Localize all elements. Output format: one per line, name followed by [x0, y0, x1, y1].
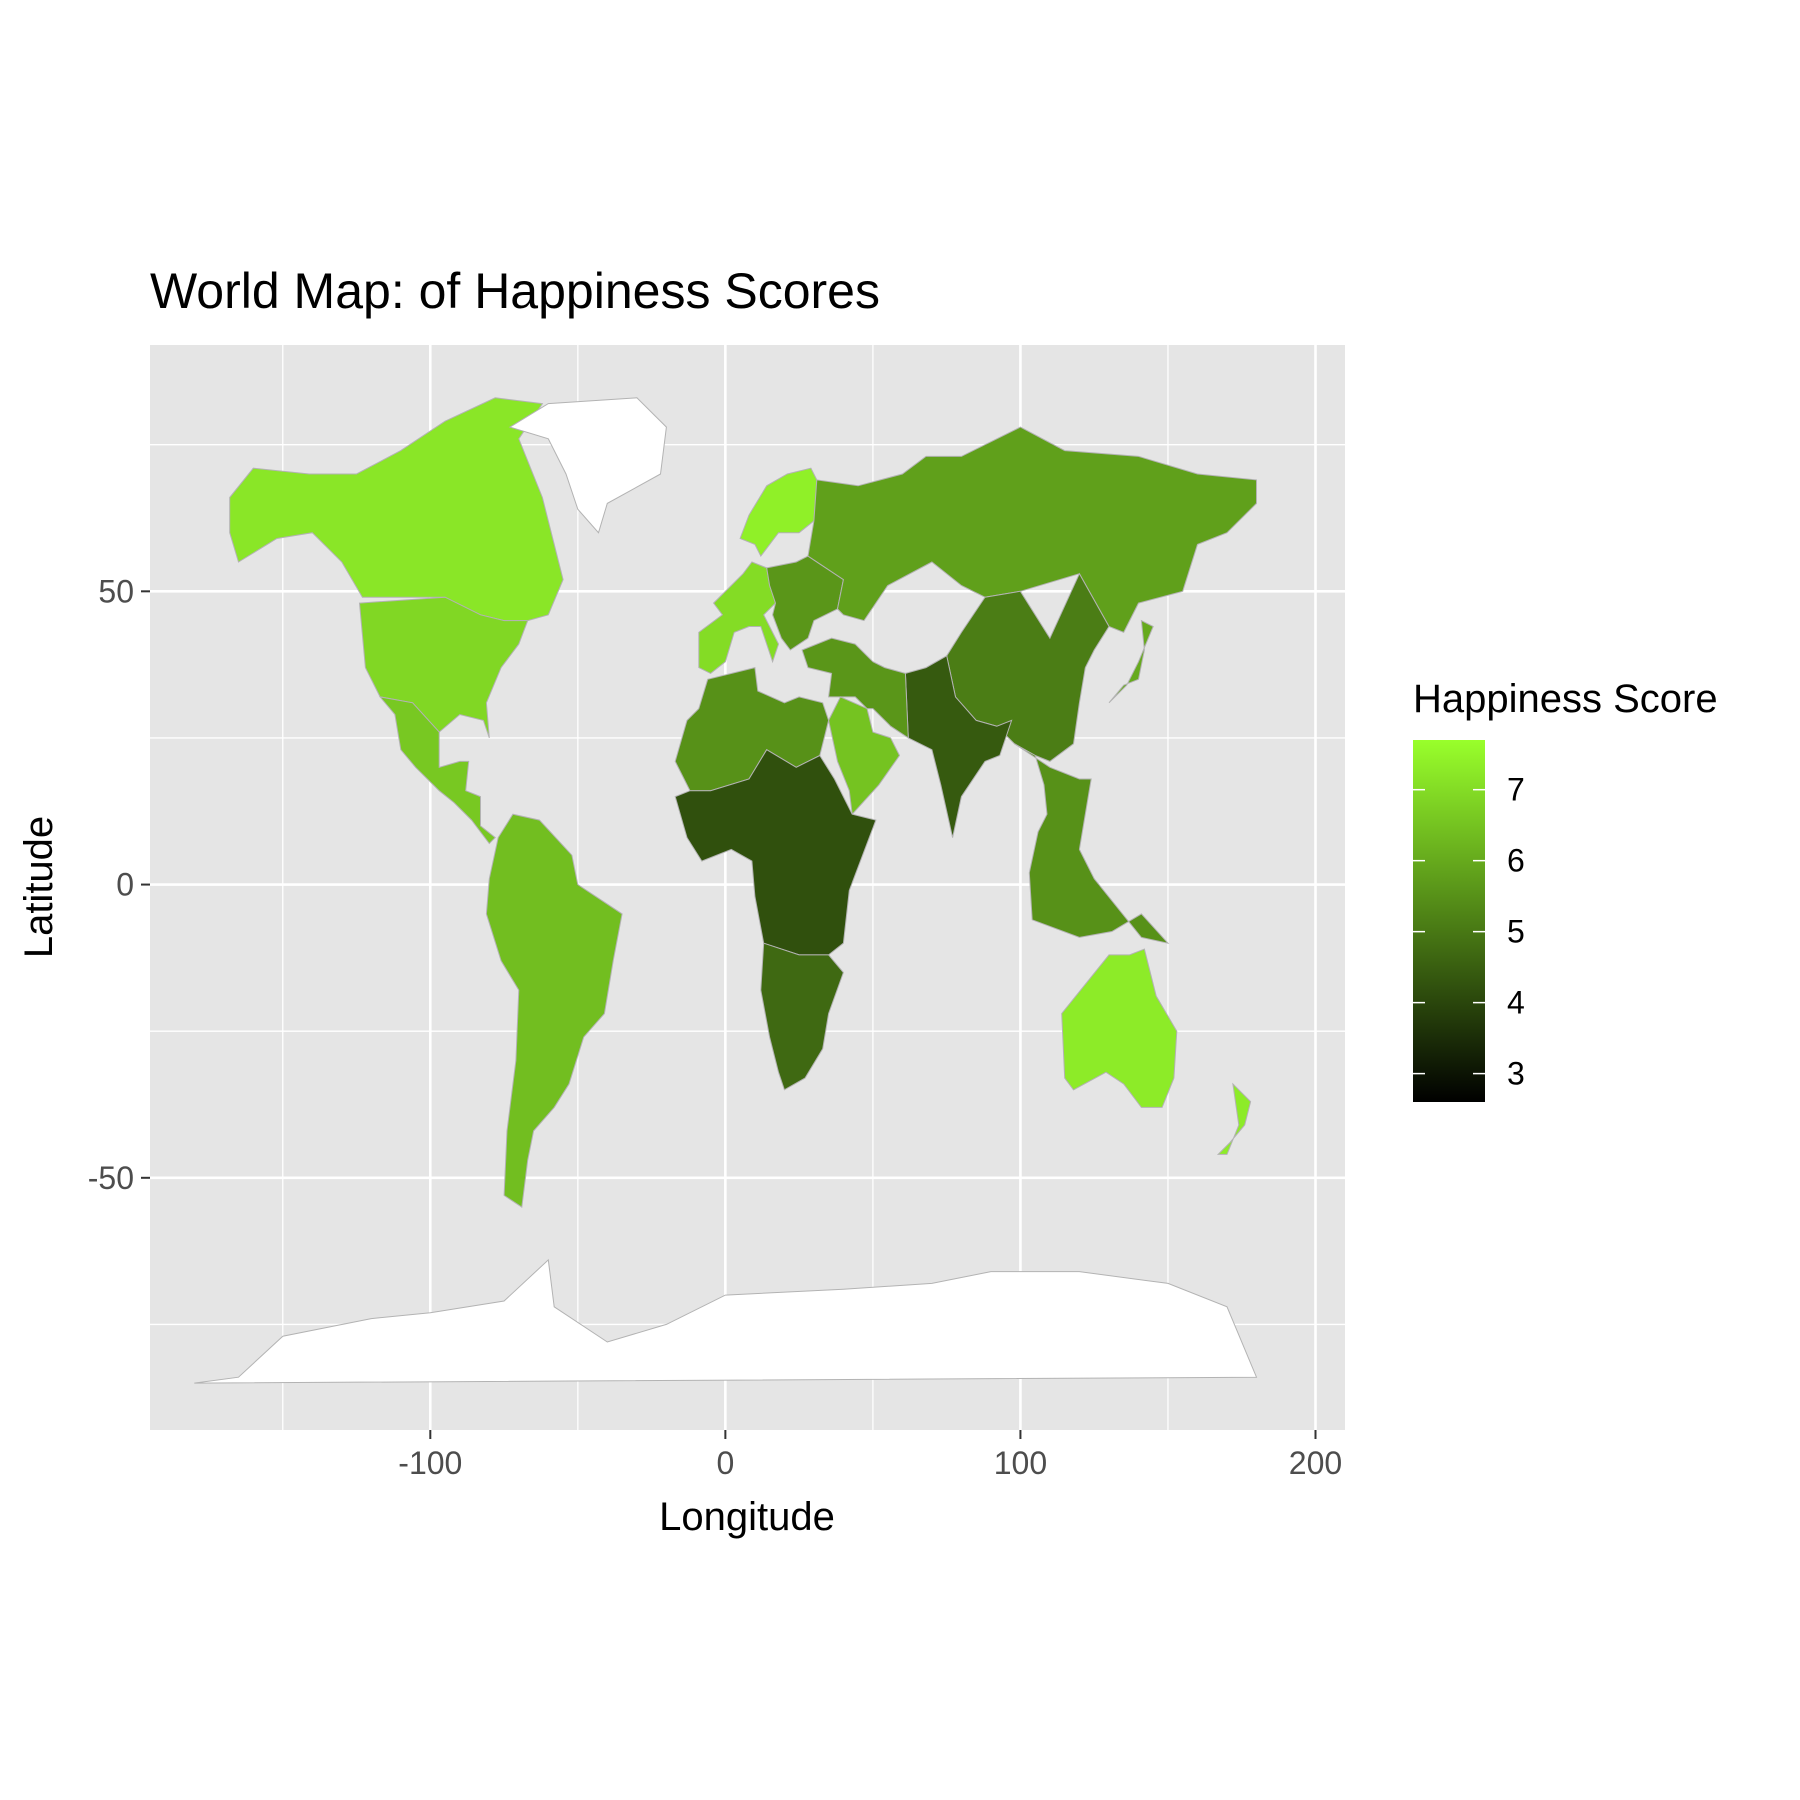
legend-colorbar	[1413, 740, 1485, 1102]
region-greenland	[508, 397, 667, 534]
region-sub-saharan-africa	[674, 749, 877, 956]
y-tick-label: 0	[116, 867, 134, 903]
legend-tick-label: 4	[1507, 985, 1525, 1021]
legend-title: Happiness Score	[1413, 677, 1718, 721]
region-antarctica	[194, 1258, 1258, 1384]
map-regions	[194, 397, 1258, 1384]
x-tick-label: 200	[1289, 1445, 1342, 1481]
region-middle-east	[801, 637, 909, 739]
y-axis-title: Latitude	[17, 816, 61, 958]
axes: -100 0 100 200 -50 0 50	[88, 573, 1342, 1481]
x-tick-label: 0	[716, 1445, 734, 1481]
region-south-asia	[904, 655, 1013, 838]
y-tick-label: -50	[88, 1160, 134, 1196]
y-tick-label: 50	[98, 573, 134, 609]
region-mexico-central-america	[378, 696, 496, 845]
region-arabian-peninsula	[828, 696, 901, 816]
x-tick-label: -100	[398, 1445, 462, 1481]
chart-title: World Map: of Happiness Scores	[150, 263, 880, 319]
legend-tick-label: 6	[1507, 843, 1525, 879]
x-tick-label: 100	[994, 1445, 1047, 1481]
region-russia	[807, 426, 1257, 634]
region-north-america	[229, 397, 564, 622]
region-new-zealand	[1216, 1082, 1252, 1155]
region-western-europe	[698, 561, 780, 674]
region-south-america	[485, 813, 623, 1208]
x-axis-title: Longitude	[659, 1495, 835, 1539]
region-southeast-asia	[1014, 743, 1170, 945]
region-japan	[1108, 619, 1154, 704]
legend-tick-label: 3	[1507, 1056, 1525, 1092]
region-australia	[1061, 948, 1178, 1108]
legend: Happiness Score 3 4 5 6 7	[1413, 677, 1718, 1102]
region-southern-africa	[760, 942, 844, 1091]
legend-tick-label: 7	[1507, 772, 1525, 808]
legend-tick-label: 5	[1507, 914, 1525, 950]
